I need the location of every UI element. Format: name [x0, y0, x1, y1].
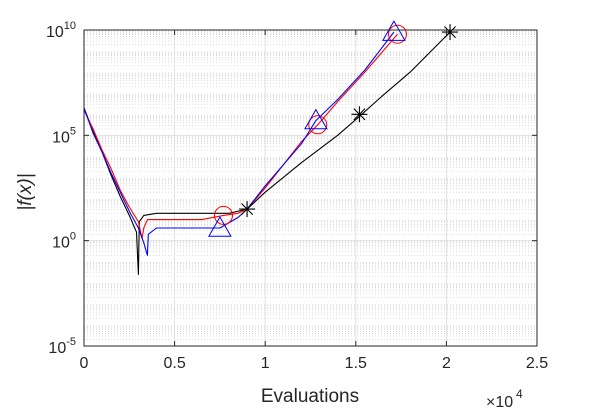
y-tick-label-base: 10 — [46, 24, 64, 41]
x-multiplier-base: ×10 — [486, 394, 513, 411]
x-tick-label: 0.5 — [163, 355, 185, 372]
y-tick-label: 10-5 — [48, 336, 76, 357]
y-tick-label-base: 10 — [52, 235, 70, 252]
y-tick-label: 100 — [52, 231, 76, 252]
x-axis-title: Evaluations — [261, 386, 359, 407]
series-line-triangle — [83, 31, 395, 256]
x-multiplier-exp: 4 — [516, 387, 523, 401]
y-tick-label-exponent: 0 — [70, 231, 76, 243]
y-tick-label-base: 10 — [48, 340, 66, 357]
marker-asterisk-stroke — [241, 203, 254, 216]
marker-asterisk-stroke — [353, 108, 366, 121]
y-tick-label-exponent: 10 — [64, 20, 76, 32]
x-tick-label: 2.5 — [526, 355, 548, 372]
x-multiplier: ×10 4 — [486, 387, 523, 411]
marker-asterisk — [442, 24, 459, 41]
marker-asterisk-stroke — [444, 26, 457, 39]
marker-triangle — [208, 215, 232, 237]
y-axis-title-text: |f(x)| — [15, 173, 36, 210]
marker-asterisk — [351, 106, 368, 123]
marker-asterisk — [239, 201, 256, 218]
y-tick-label-exponent: 5 — [70, 125, 76, 137]
y-tick-label: 1010 — [46, 20, 76, 41]
y-tick-label-base: 10 — [52, 129, 70, 146]
x-tick-label: 2 — [442, 355, 451, 372]
x-tick-label: 0 — [80, 355, 89, 372]
x-tick-label: 1.5 — [345, 355, 367, 372]
marker-triangle — [304, 108, 328, 130]
markers-group — [208, 20, 459, 237]
plot-background — [84, 30, 537, 346]
marker-circle — [214, 205, 234, 225]
y-axis-title: |f(x)| — [15, 173, 36, 210]
grid — [83, 29, 538, 347]
y-tick-label-exponent: -5 — [66, 336, 76, 348]
marker-circle — [387, 24, 407, 44]
series-group — [83, 31, 451, 275]
marker-triangle — [382, 20, 406, 41]
marker-circle — [308, 115, 328, 135]
series-line-asterisk — [83, 31, 451, 275]
y-tick-label: 105 — [52, 125, 76, 146]
series-line-circle — [83, 33, 398, 240]
plot-frame — [83, 29, 538, 347]
x-tick-label: 1 — [261, 355, 270, 372]
